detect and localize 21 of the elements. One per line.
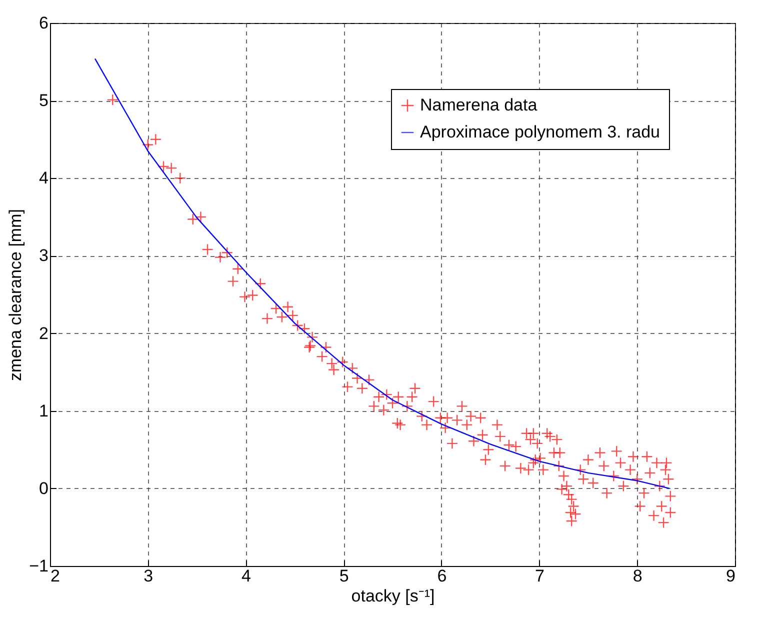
y-tick-label: −1	[29, 556, 48, 576]
line-series	[94, 58, 670, 490]
y-tick-label: 2	[39, 324, 48, 343]
x-tick-label: 3	[144, 566, 154, 586]
x-tick-label: 7	[535, 566, 545, 586]
x-tick-label: 2	[50, 566, 60, 586]
x-tick-label: 6	[437, 566, 447, 586]
y-tick-label: 1	[39, 401, 48, 420]
y-tick-label: 4	[39, 168, 48, 188]
y-tick-label: 6	[39, 14, 48, 32]
x-tick-label: 4	[241, 566, 251, 586]
x-tick-label: 5	[339, 566, 349, 586]
legend-label: Namerena data	[420, 96, 538, 114]
x-tick-label: 9	[726, 566, 736, 586]
y-tick-label: 5	[39, 91, 48, 110]
y-tick-label: 0	[39, 478, 48, 498]
legend-label: Aproximace polynomem 3. radu	[420, 122, 660, 142]
x-tick-label: 8	[632, 566, 642, 586]
y-axis-title: zmena clearance [mm]	[6, 209, 26, 381]
y-tick-label: 3	[39, 246, 48, 266]
x-axis-title: otacky [s⁻¹]	[351, 586, 435, 606]
